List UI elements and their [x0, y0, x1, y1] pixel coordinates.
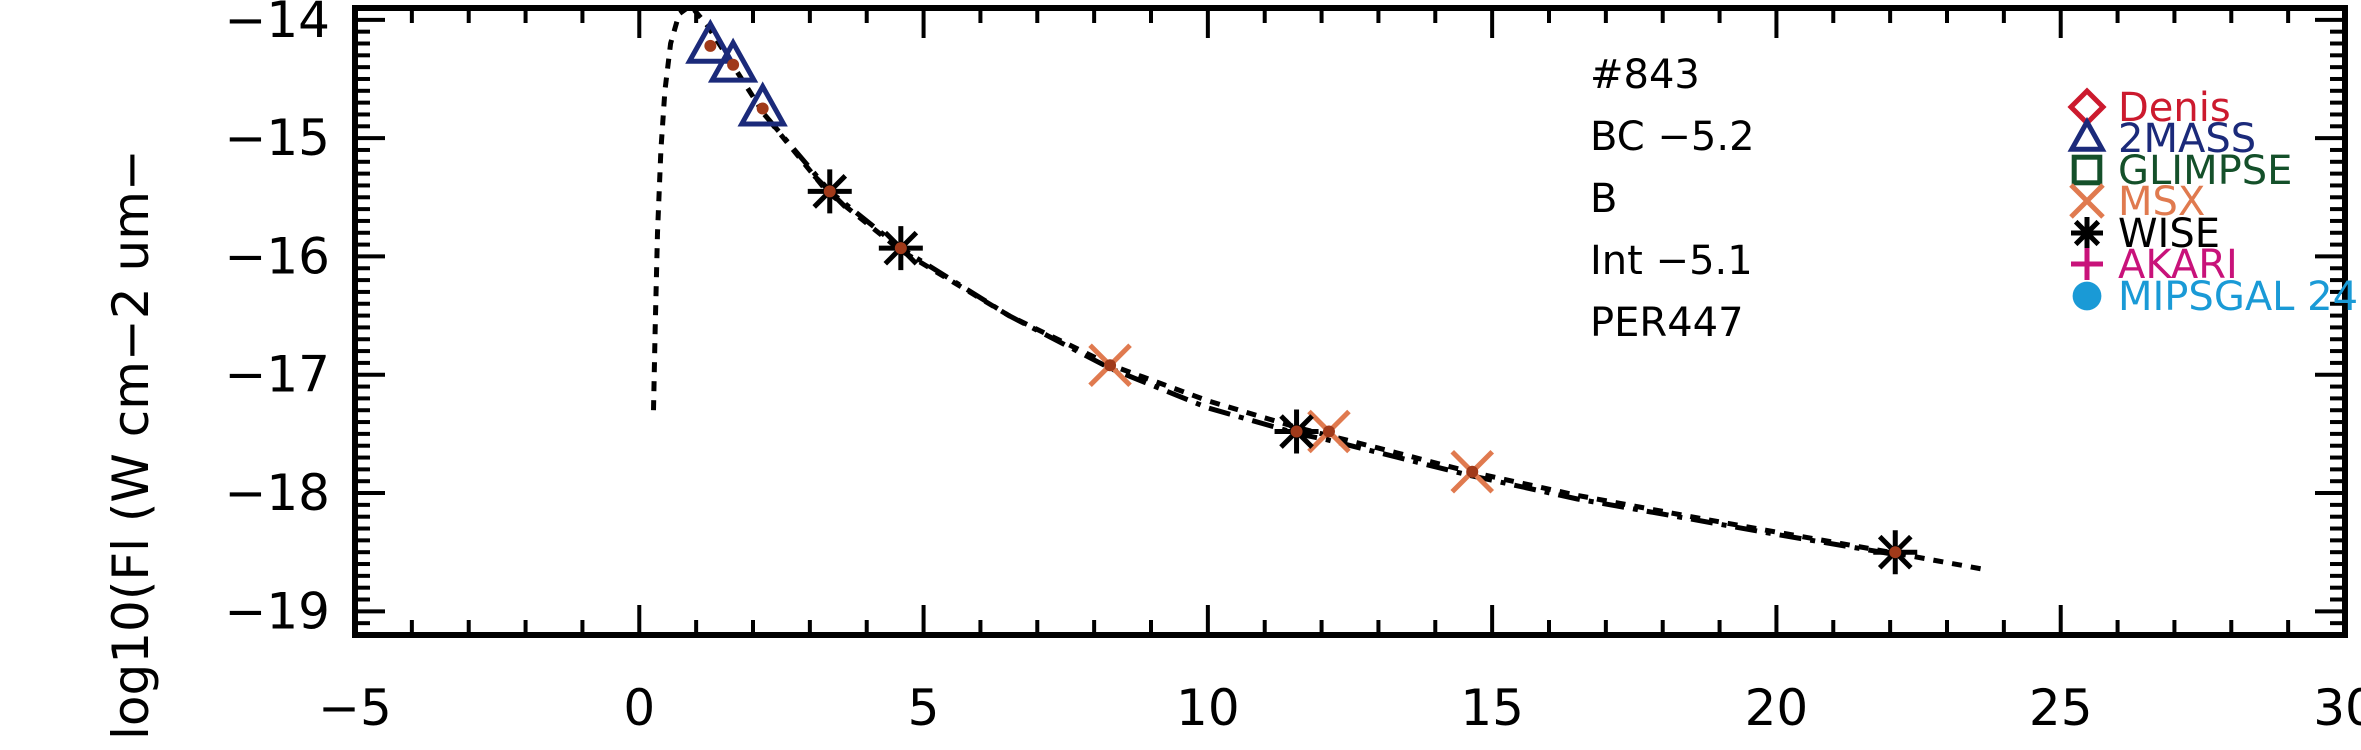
plot-frame: [352, 5, 2348, 638]
x-tick-label: 25: [2029, 679, 2093, 737]
annotation-text: B: [1590, 176, 1617, 222]
y-tick-label: −18: [224, 464, 330, 522]
legend-denis-label: Denis: [2118, 85, 2231, 131]
axis-ticks: [353, 6, 2347, 637]
2mass-point: [707, 37, 759, 83]
y-tick-label: −15: [224, 109, 330, 167]
model-point: [1104, 359, 1117, 372]
y-tick-label: −17: [224, 346, 330, 404]
model-point: [1322, 425, 1335, 438]
model-point: [704, 39, 717, 52]
y-axis-title: log10(Fl (W cm−2 um−: [102, 149, 160, 740]
model-point: [1290, 425, 1303, 438]
x-tick-label: −5: [318, 679, 392, 737]
x-tick-label: 0: [623, 679, 655, 737]
x-tick-labels: −5 0 5 10 15 20 25 30: [318, 679, 2361, 737]
x-tick-label: 10: [1176, 679, 1240, 737]
model-point: [823, 185, 836, 198]
model-point: [1889, 546, 1902, 559]
x-tick-label: 15: [1460, 679, 1524, 737]
2mass-point: [685, 18, 736, 64]
legend-glimpse-label: GLIMPSE: [2118, 148, 2292, 194]
x-tick-label: 30: [2313, 679, 2361, 737]
legend-glimpse-marker: [2071, 154, 2103, 186]
annotations: #843 BC −5.2 B Int −5.1 PER447: [1590, 52, 1755, 346]
y-tick-label: −16: [224, 227, 330, 285]
annotation-text: PER447: [1590, 300, 1744, 346]
legend-msx-label: MSX: [2118, 179, 2205, 225]
legend-wise-marker: [2071, 217, 2103, 249]
model-point: [727, 58, 740, 71]
legend-akari-label: AKARI: [2118, 242, 2238, 288]
plot-border: [352, 5, 2348, 638]
annotation-text: #843: [1590, 52, 1700, 98]
model-curve-dotted: [651, 2, 1988, 573]
y-tick-labels: −19 −18 −17 −16 −15 −14: [224, 0, 330, 640]
y-tick-label: −14: [224, 0, 330, 49]
annotation-text: Int −5.1: [1590, 238, 1753, 284]
legend-2mass-label: 2MASS: [2118, 116, 2256, 162]
y-tick-label: −19: [224, 582, 330, 640]
model-curves: [651, 2, 1988, 573]
legend-akari-marker: [2071, 248, 2103, 280]
legend-mipsgal-24-marker: [2072, 281, 2102, 311]
model-point: [894, 242, 907, 255]
legend-mipsgal-24-label: MIPSGAL 24: [2118, 274, 2358, 320]
legend-wise-label: WISE: [2118, 211, 2220, 257]
x-tick-label: 5: [908, 679, 940, 737]
model-point: [756, 102, 769, 115]
2mass-point: [737, 81, 788, 127]
model-point: [1466, 465, 1479, 478]
x-tick-label: 20: [1745, 679, 1809, 737]
data-points: [685, 18, 1918, 575]
legend-msx-marker: [2069, 183, 2105, 219]
annotation-text: BC −5.2: [1590, 114, 1755, 160]
legend-2mass-marker: [2067, 116, 2107, 152]
